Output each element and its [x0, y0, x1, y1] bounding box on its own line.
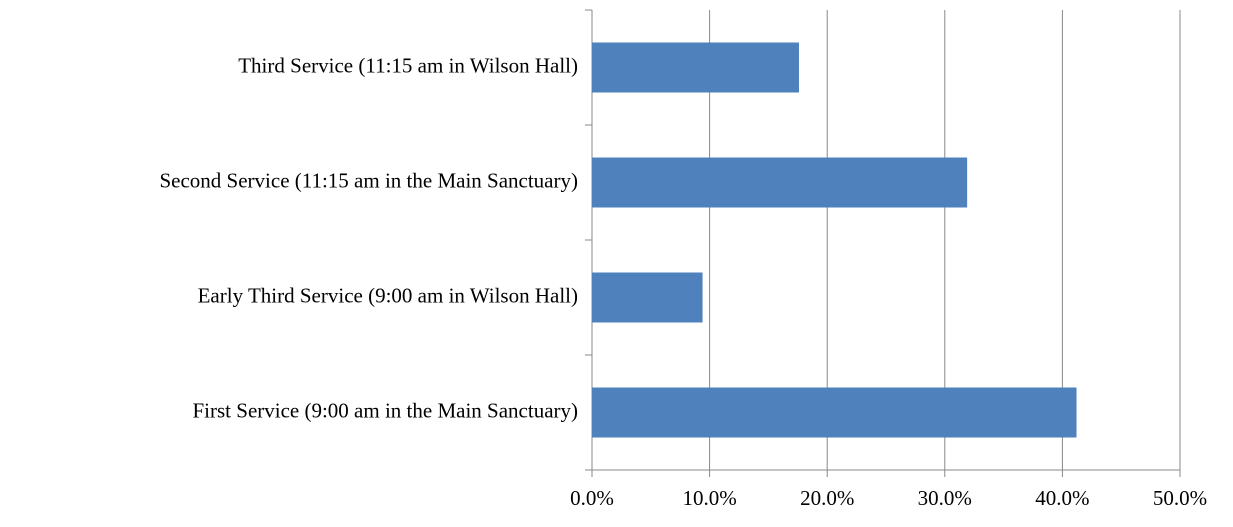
- y-tick-label: Second Service (11:15 am in the Main San…: [159, 168, 578, 192]
- x-tick-label: 30.0%: [918, 486, 972, 510]
- bar: [592, 42, 799, 93]
- bar: [592, 387, 1077, 438]
- x-tick-label: 0.0%: [570, 486, 614, 510]
- y-tick-label: Early Third Service (9:00 am in Wilson H…: [198, 283, 578, 307]
- x-tick-label: 20.0%: [800, 486, 854, 510]
- x-tick-label: 10.0%: [682, 486, 736, 510]
- x-tick-label: 50.0%: [1153, 486, 1207, 510]
- bar: [592, 157, 968, 208]
- y-tick-label: Third Service (11:15 am in Wilson Hall): [238, 53, 578, 77]
- y-tick-label: First Service (9:00 am in the Main Sanct…: [193, 398, 579, 422]
- x-tick-label: 40.0%: [1035, 486, 1089, 510]
- bar: [592, 272, 703, 323]
